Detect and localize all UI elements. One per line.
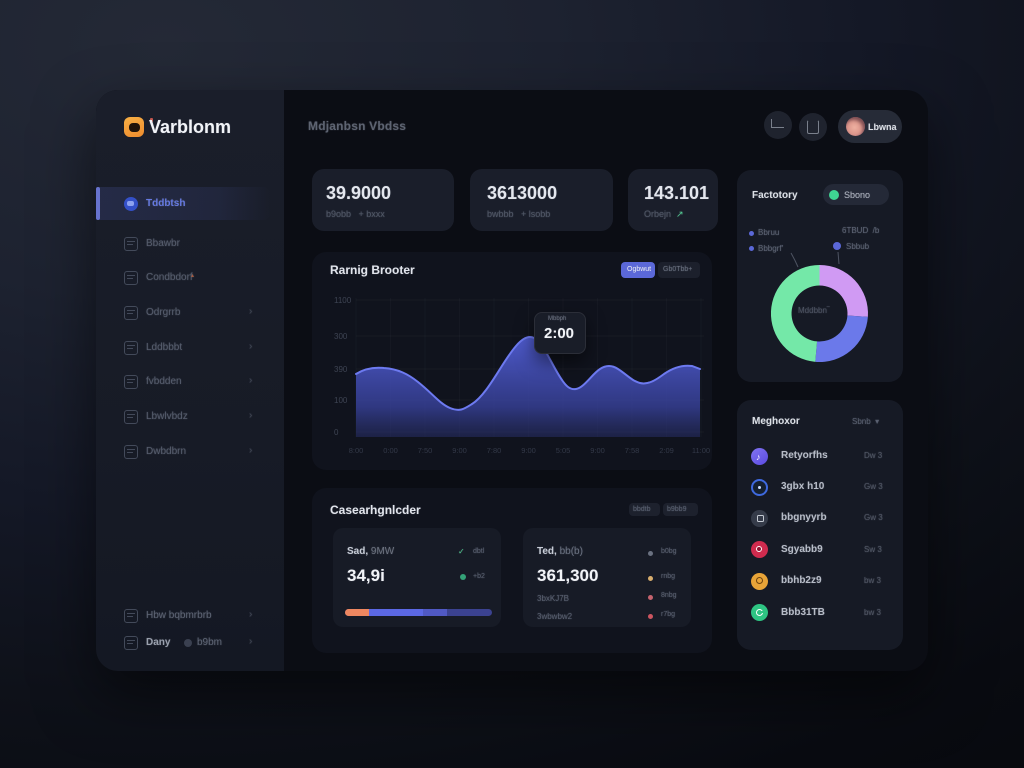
svg-text:9:00: 9:00: [521, 446, 536, 455]
svg-text:7:50: 7:50: [418, 446, 433, 455]
svg-text:100: 100: [334, 396, 348, 405]
svg-text:0:00: 0:00: [383, 446, 398, 455]
svg-text:390: 390: [334, 365, 348, 374]
svg-text:8:00: 8:00: [349, 446, 364, 455]
svg-text:11:00: 11:00: [692, 446, 710, 455]
svg-text:9:00: 9:00: [452, 446, 467, 455]
svg-text:1100: 1100: [334, 296, 352, 305]
svg-text:7:80: 7:80: [487, 446, 502, 455]
svg-text:0: 0: [334, 428, 339, 437]
svg-text:300: 300: [334, 332, 348, 341]
svg-text:7:58: 7:58: [625, 446, 640, 455]
svg-text:9:00: 9:00: [590, 446, 605, 455]
svg-text:5:05: 5:05: [556, 446, 571, 455]
svg-text:2:09: 2:09: [659, 446, 674, 455]
